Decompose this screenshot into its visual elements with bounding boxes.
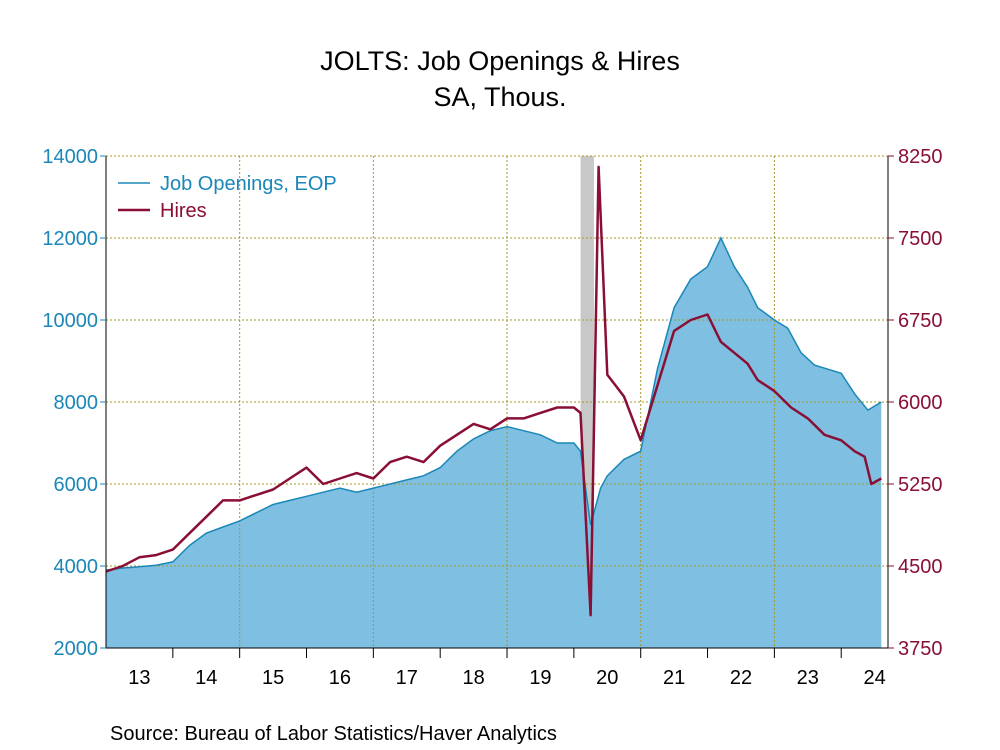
x-tick-label: 21: [663, 667, 685, 689]
x-tick-label: 14: [195, 667, 217, 689]
x-tick-label: 20: [596, 667, 618, 689]
right-tick-label: 3750: [898, 638, 943, 660]
right-tick-label: 6000: [898, 392, 943, 414]
x-tick-label: 13: [128, 667, 150, 689]
axes: [100, 155, 894, 658]
right-tick-label: 6750: [898, 310, 943, 332]
series-lines: [105, 165, 882, 617]
left-tick-label: 12000: [42, 228, 98, 250]
source-note: Source: Bureau of Labor Statistics/Haver…: [110, 723, 557, 745]
right-tick-label: 8250: [898, 146, 943, 168]
chart-title: JOLTS: Job Openings & Hires: [320, 46, 680, 76]
legend-label-hires: Hires: [160, 200, 207, 222]
x-tick-label: 18: [462, 667, 484, 689]
openings-area: [106, 238, 882, 648]
left-tick-label: 6000: [54, 474, 99, 496]
chart-subtitle: SA, Thous.: [433, 82, 566, 112]
left-tick-label: 14000: [42, 146, 98, 168]
right-tick-label: 4500: [898, 556, 943, 578]
legend-label-openings: Job Openings, EOP: [160, 173, 337, 195]
gridlines: [106, 155, 888, 648]
right-tick-label: 5250: [898, 474, 943, 496]
x-tick-label: 22: [730, 667, 752, 689]
x-tick-label: 24: [864, 667, 886, 689]
x-tick-label: 17: [396, 667, 418, 689]
left-tick-label: 4000: [54, 556, 99, 578]
x-tick-label: 15: [262, 667, 284, 689]
right-tick-label: 7500: [898, 228, 943, 250]
x-tick-label: 19: [529, 667, 551, 689]
x-tick-label: 23: [797, 667, 819, 689]
openings-area-layer: [106, 238, 882, 648]
left-tick-label: 10000: [42, 310, 98, 332]
legend: Job Openings, EOP Hires: [118, 173, 337, 222]
tick-labels: 2000 4000 6000 8000 10000 12000 14000 3750 4500 5…: [42, 146, 942, 689]
hires-line: [105, 165, 882, 617]
openings-line: [105, 236, 882, 571]
x-tick-label: 16: [329, 667, 351, 689]
left-tick-label: 2000: [54, 638, 99, 660]
left-tick-label: 8000: [54, 392, 99, 414]
